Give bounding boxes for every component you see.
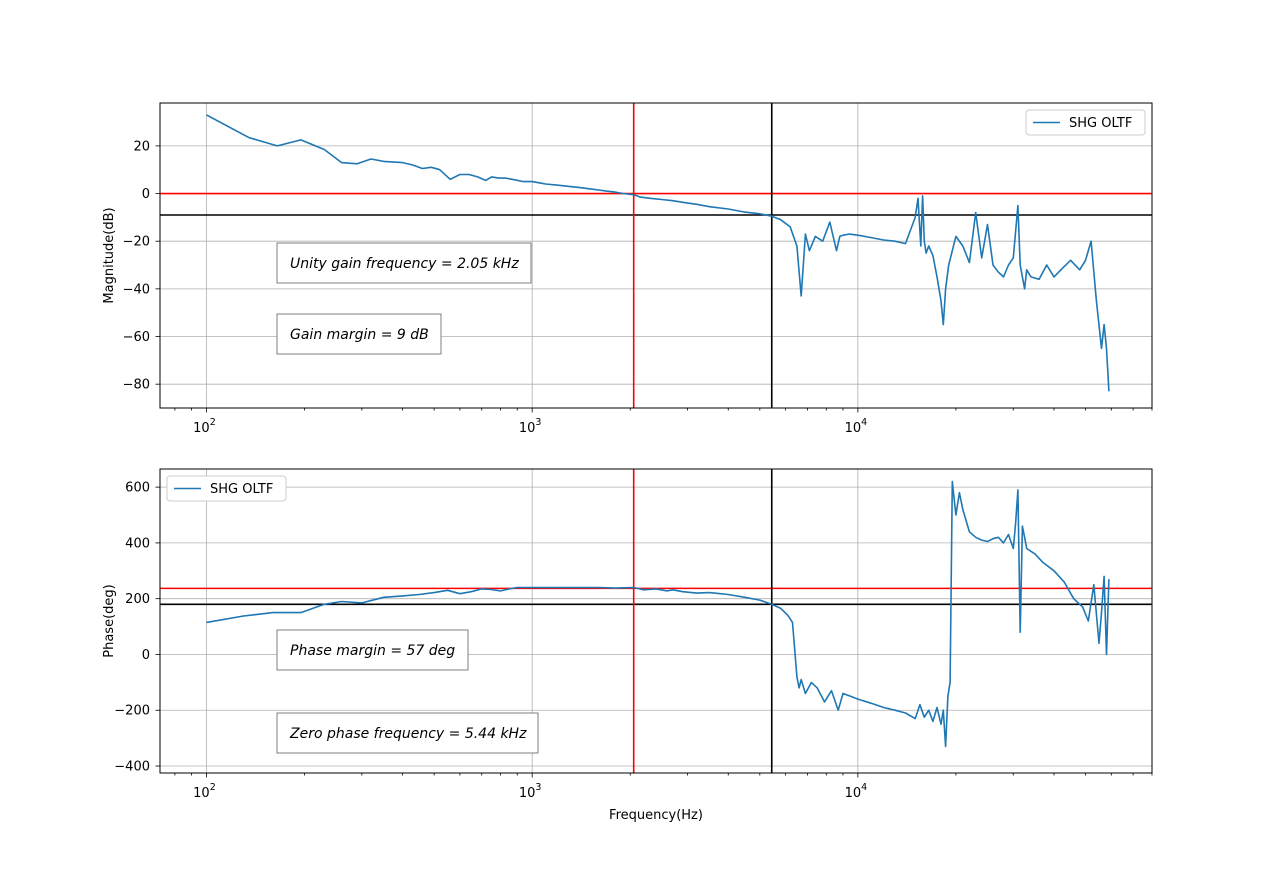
- magnitude-series-line: [206, 114, 1110, 392]
- phase-legend-box: [166, 475, 287, 502]
- magnitude-y-tick-label: −20: [123, 235, 150, 250]
- magnitude-y-tick-label: 20: [133, 139, 150, 154]
- phase-ticks: 102 103 104 600 400 200 0 −200 −400: [114, 481, 1153, 801]
- magnitude-x-tick-label: 102: [193, 417, 216, 436]
- magnitude-series: [206, 114, 1110, 392]
- phase-plot-frame: [159, 468, 1153, 774]
- magnitude-annotations: Unity gain frequency = 2.05 kHz Gain mar…: [276, 242, 532, 355]
- magnitude-x-tick-label: 104: [845, 417, 868, 436]
- phase-legend-label: SHG OLTF: [210, 482, 273, 497]
- magnitude-plot-frame: [159, 102, 1153, 409]
- phase-x-tick-label: 104: [845, 782, 868, 801]
- phase-y-tick-label: 400: [125, 536, 150, 551]
- phase-x-tick-label: 103: [519, 782, 542, 801]
- magnitude-legend-label: SHG OLTF: [1069, 116, 1132, 131]
- unity-gain-annotation: Unity gain frequency = 2.05 kHz: [290, 256, 519, 272]
- magnitude-x-tick-label: 103: [519, 417, 542, 436]
- phase-y-axis-label: Phase(deg): [102, 584, 117, 657]
- phase-y-tick-label: 200: [125, 592, 150, 607]
- phase-series-line: [206, 480, 1110, 748]
- magnitude-panel: 102 103 104 20 0 −20 −40 −60 −80 Magnitude(dB) U…: [102, 102, 1153, 436]
- magnitude-ticks: 102 103 104 20 0 −20 −40 −60 −80: [123, 139, 1153, 436]
- phase-y-tick-label: −400: [114, 760, 150, 775]
- gain-margin-annotation-box: [276, 313, 442, 355]
- phase-y-tick-label: 600: [125, 481, 150, 496]
- phase-margin-annotation-box: [276, 629, 469, 671]
- phase-panel: 102 103 104 600 400 200 0 −200 −400 Phase(deg) F…: [102, 468, 1153, 823]
- gain-margin-annotation: Gain margin = 9 dB: [290, 327, 429, 343]
- magnitude-y-tick-label: −60: [123, 330, 150, 345]
- unity-gain-annotation-box: [276, 242, 532, 284]
- phase-x-tick-label: 102: [193, 782, 216, 801]
- magnitude-legend-box: [1025, 109, 1146, 136]
- magnitude-y-tick-label: −80: [123, 378, 150, 393]
- phase-margin-annotation: Phase margin = 57 deg: [290, 643, 455, 659]
- magnitude-y-axis-label: Magnitude(dB): [102, 207, 117, 303]
- magnitude-legend: SHG OLTF: [1025, 109, 1146, 136]
- magnitude-y-tick-label: 0: [142, 187, 150, 202]
- phase-y-tick-label: −200: [114, 704, 150, 719]
- phase-series: [206, 480, 1110, 748]
- phase-y-tick-label: 0: [142, 648, 150, 663]
- magnitude-reference-lines: [160, 103, 1152, 408]
- magnitude-y-tick-label: −40: [123, 282, 150, 297]
- phase-annotations: Phase margin = 57 deg Zero phase frequen…: [276, 629, 539, 754]
- frequency-x-axis-label: Frequency(Hz): [609, 808, 703, 823]
- zero-phase-annotation: Zero phase frequency = 5.44 kHz: [289, 726, 527, 742]
- phase-legend: SHG OLTF: [166, 475, 287, 502]
- zero-phase-annotation-box: [276, 712, 539, 754]
